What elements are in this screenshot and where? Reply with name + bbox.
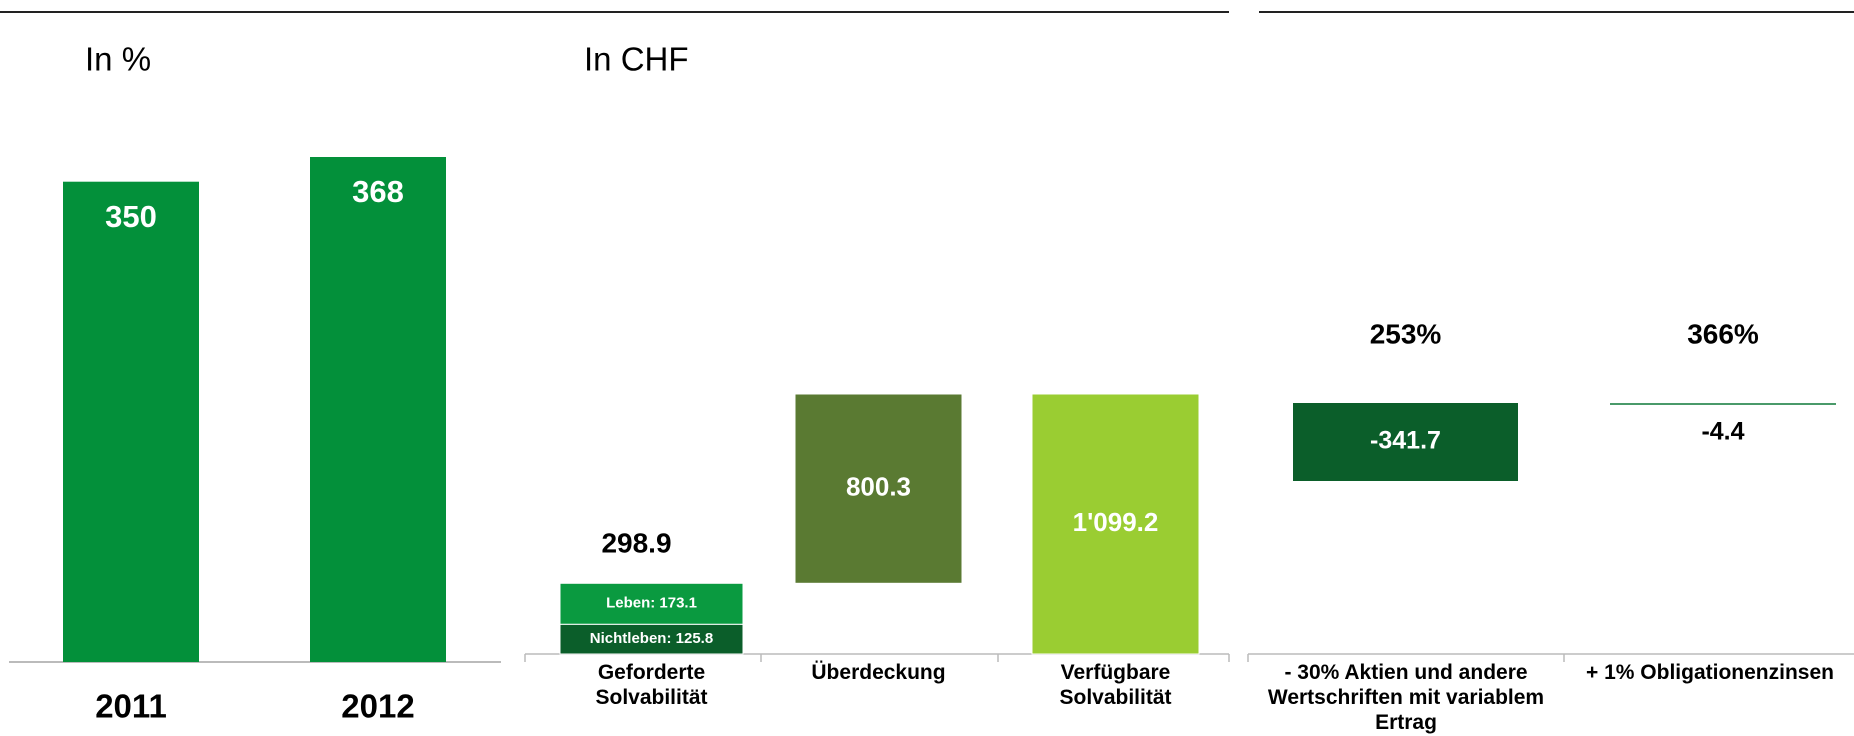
subtitle: In %	[85, 41, 151, 78]
ratio-label: 253%	[1370, 318, 1442, 349]
value-label: 368	[352, 174, 404, 209]
value-label: Leben: 173.1	[606, 595, 697, 612]
subtitle: In CHF	[584, 41, 689, 78]
bar	[1293, 403, 1518, 481]
value-label: -341.7	[1370, 427, 1441, 455]
x-tick-label: 2011	[95, 688, 167, 725]
value-label: Nichtleben: 125.8	[590, 630, 713, 647]
value-label: -4.4	[1701, 418, 1744, 446]
bar	[63, 181, 199, 662]
category-label: Überdeckung	[811, 661, 946, 684]
bar	[559, 582, 744, 625]
total-label: 298.9	[601, 528, 671, 559]
value-label: 350	[105, 199, 157, 234]
category-label: Geforderte Solvabilität	[595, 661, 708, 709]
bar	[1610, 403, 1836, 405]
bar	[1031, 393, 1200, 655]
value-label: 1'099.2	[1073, 507, 1159, 537]
bar	[310, 157, 446, 662]
bar	[794, 393, 963, 584]
separators	[524, 654, 1565, 662]
category-label: Verfügbare Solvabilität	[1059, 661, 1172, 709]
bar	[559, 623, 744, 655]
value-label: 800.3	[846, 472, 911, 502]
ratio-label: 366%	[1687, 318, 1759, 349]
category-label: + 1% Obligationenzinsen	[1586, 661, 1834, 684]
category-label: - 30% Aktien und andere Wertschriften mi…	[1267, 661, 1545, 734]
x-tick-label: 2012	[341, 688, 414, 725]
